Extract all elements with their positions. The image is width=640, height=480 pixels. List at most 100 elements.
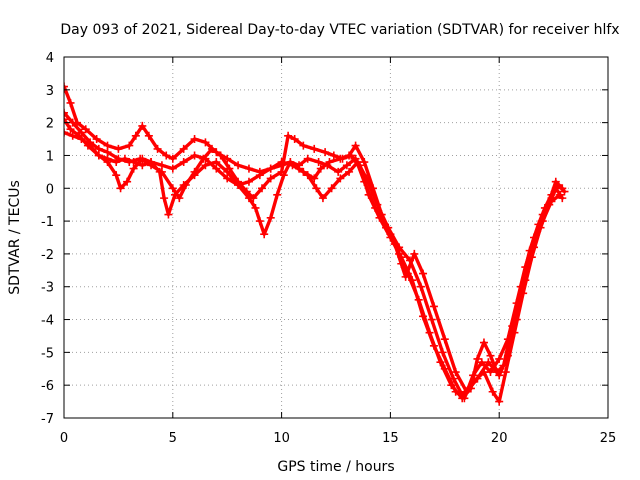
series-line <box>64 84 564 400</box>
y-tick-label: -7 <box>41 412 54 427</box>
data-point <box>249 194 258 203</box>
x-tick-label: 5 <box>169 431 177 446</box>
y-tick-label: 2 <box>46 117 54 132</box>
data-point <box>64 128 68 137</box>
data-point <box>92 135 101 144</box>
data-point <box>190 151 199 160</box>
data-point <box>419 312 428 321</box>
series-line <box>64 111 567 400</box>
chart-title: Day 093 of 2021, Sidereal Day-to-day VTE… <box>60 22 619 38</box>
data-point <box>345 167 354 176</box>
data-point <box>244 177 253 186</box>
y-tick-label: -6 <box>41 379 54 394</box>
data-point <box>277 167 286 176</box>
data-point <box>460 394 469 403</box>
data-point <box>295 164 304 173</box>
data-point <box>321 148 330 157</box>
data-point <box>342 161 351 170</box>
data-point <box>286 158 295 167</box>
data-point <box>401 272 410 281</box>
data-point <box>199 154 208 163</box>
data-point <box>244 164 253 173</box>
data-point <box>429 341 438 350</box>
data-point <box>273 190 282 199</box>
data-point <box>179 158 188 167</box>
data-point <box>530 233 539 242</box>
data-point <box>138 161 147 170</box>
data-point <box>86 138 95 147</box>
data-point <box>558 194 567 203</box>
data-point <box>64 82 68 91</box>
data-point <box>327 184 336 193</box>
data-point <box>153 144 162 153</box>
data-point <box>495 397 504 406</box>
data-point <box>160 194 169 203</box>
data-point <box>336 174 345 183</box>
y-tick-label: 0 <box>46 182 54 197</box>
data-point <box>179 144 188 153</box>
data-point <box>181 180 190 189</box>
data-point <box>547 194 556 203</box>
data-point <box>323 161 332 170</box>
data-point <box>451 368 460 377</box>
data-point <box>207 144 216 153</box>
data-point <box>116 184 125 193</box>
data-point <box>347 151 356 160</box>
grid <box>63 56 609 419</box>
data-point <box>329 151 338 160</box>
y-tick-label: -2 <box>41 248 54 263</box>
data-point <box>64 108 68 117</box>
x-tick-label: 10 <box>273 431 290 446</box>
plot-frame <box>63 56 609 419</box>
data-point <box>266 164 275 173</box>
data-point <box>408 276 417 285</box>
data-point <box>538 210 547 219</box>
data-point <box>405 256 414 265</box>
data-point <box>258 184 267 193</box>
series-track-4 <box>64 108 569 403</box>
data-point <box>290 135 299 144</box>
y-tick-label: 1 <box>46 149 54 164</box>
data-point <box>495 371 504 380</box>
data-point <box>144 131 153 140</box>
data-point <box>255 171 264 180</box>
y-tick-label: -5 <box>41 346 54 361</box>
y-tick-label: -1 <box>41 215 54 230</box>
data-point <box>266 174 275 183</box>
data-point <box>138 121 147 130</box>
data-point <box>234 177 243 186</box>
data-point <box>338 154 347 163</box>
data-point <box>201 161 210 170</box>
data-point <box>64 115 68 124</box>
data-point <box>162 151 171 160</box>
data-point <box>114 144 123 153</box>
data-point <box>212 158 221 167</box>
y-tick-label: 4 <box>46 51 54 66</box>
data-point <box>419 269 428 278</box>
data-point <box>242 187 251 196</box>
data-point <box>66 125 75 134</box>
data-point <box>114 154 123 163</box>
data-point <box>103 148 112 157</box>
data-point <box>255 217 264 226</box>
data-point <box>168 164 177 173</box>
data-point <box>303 171 312 180</box>
data-point <box>251 203 260 212</box>
data-point <box>66 98 75 107</box>
data-point <box>410 249 419 258</box>
data-point <box>190 135 199 144</box>
x-axis-label: GPS time / hours <box>277 459 394 475</box>
data-point <box>351 141 360 150</box>
data-point <box>560 187 569 196</box>
series-track-1 <box>64 82 567 403</box>
data-point <box>375 213 384 222</box>
data-point <box>201 138 210 147</box>
data-point <box>157 167 166 176</box>
x-tick-label: 15 <box>382 431 399 446</box>
data-point <box>190 167 199 176</box>
data-point <box>299 141 308 150</box>
data-point <box>334 167 343 176</box>
data-point <box>168 184 177 193</box>
data-point <box>81 125 90 134</box>
